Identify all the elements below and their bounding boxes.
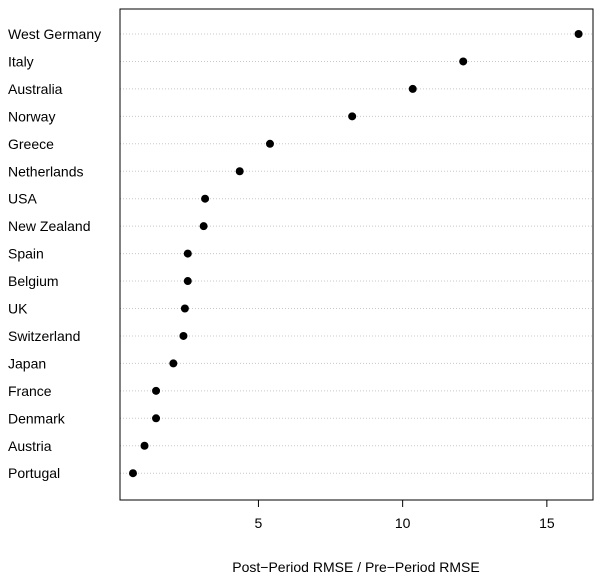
data-point xyxy=(183,277,192,286)
x-axis-title: Post−Period RMSE / Pre−Period RMSE xyxy=(232,559,479,575)
data-point xyxy=(459,57,468,66)
data-point xyxy=(152,386,161,395)
data-point xyxy=(140,441,149,450)
x-tick-label: 10 xyxy=(395,515,411,531)
data-point xyxy=(348,112,357,121)
data-point xyxy=(235,167,244,176)
category-label: Australia xyxy=(8,81,63,97)
category-label: New Zealand xyxy=(8,218,91,234)
category-label: USA xyxy=(8,191,37,207)
data-point xyxy=(152,414,161,423)
data-point xyxy=(408,84,417,93)
category-label: Denmark xyxy=(8,410,66,426)
x-tick-label: 5 xyxy=(255,515,263,531)
data-point xyxy=(128,469,137,478)
category-label: Portugal xyxy=(8,465,60,481)
category-label: Norway xyxy=(8,108,55,124)
x-tick-label: 15 xyxy=(539,515,555,531)
data-point xyxy=(201,194,210,203)
category-label: UK xyxy=(8,301,28,317)
category-labels: West Germany Italy Australia Norway Greece Ne… xyxy=(8,26,101,481)
data-point xyxy=(169,359,178,368)
category-label: Greece xyxy=(8,136,54,152)
plot-frame xyxy=(119,8,594,501)
category-label: Switzerland xyxy=(8,328,80,344)
grid-lines xyxy=(120,33,593,474)
data-point xyxy=(574,30,583,38)
category-label: Spain xyxy=(8,246,44,262)
category-label: Japan xyxy=(8,355,46,371)
data-point xyxy=(199,222,208,231)
category-label: Italy xyxy=(8,53,34,69)
category-label: West Germany xyxy=(8,26,101,42)
category-label: Austria xyxy=(8,438,52,454)
data-dots xyxy=(128,30,583,478)
x-axis: 5 10 15 xyxy=(255,500,555,531)
data-point xyxy=(183,249,192,258)
data-point xyxy=(180,304,189,313)
data-point xyxy=(179,331,188,340)
data-point xyxy=(265,139,274,148)
category-label: Netherlands xyxy=(8,163,84,179)
category-label: France xyxy=(8,383,52,399)
category-label: Belgium xyxy=(8,273,59,289)
